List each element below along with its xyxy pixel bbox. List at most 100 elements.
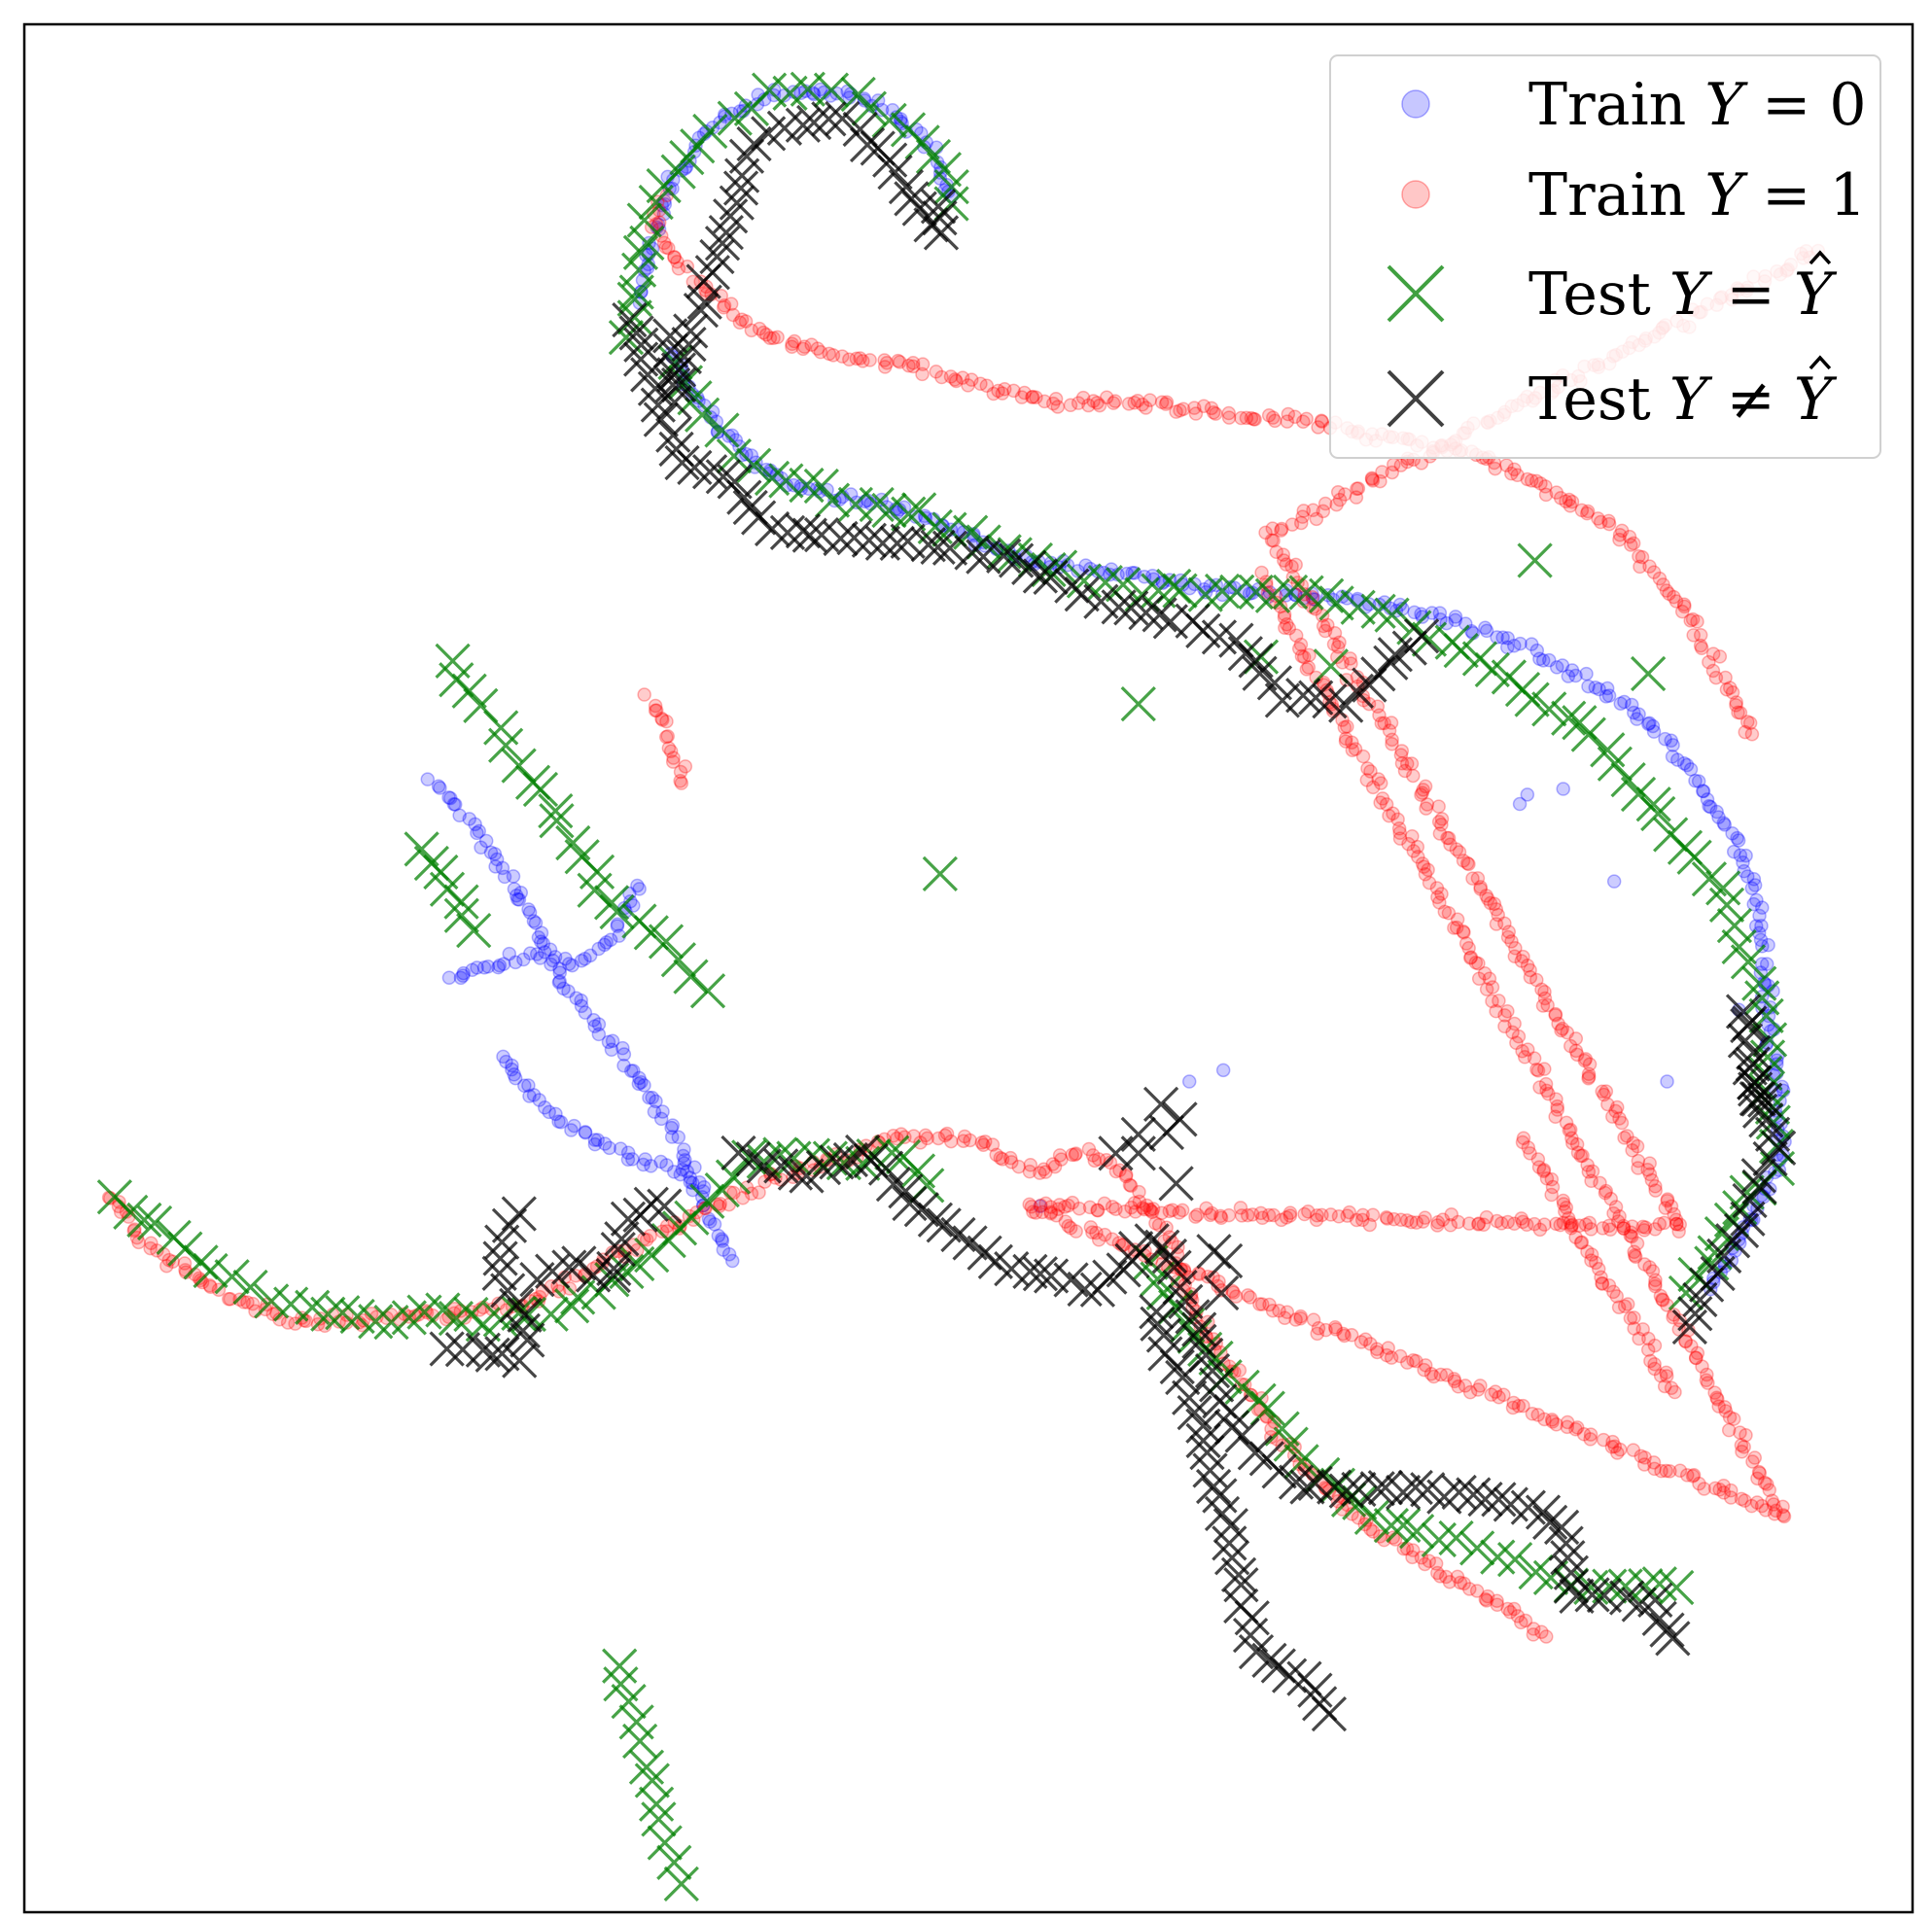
data-point [1276,547,1291,562]
data-point [1556,1193,1570,1208]
data-point [673,959,709,995]
data-point [1574,1235,1590,1250]
data-point [1562,1123,1577,1138]
data-point [1623,1228,1638,1243]
data-point [717,300,731,315]
data-point [1122,1177,1138,1193]
data-point [1261,1207,1277,1223]
data-point [1534,1624,1549,1639]
data-point [1739,1428,1753,1443]
data-point [1499,458,1514,472]
data-point [468,817,482,832]
data-point [1181,1311,1217,1347]
data-point [1641,1600,1677,1636]
data-point [1068,1147,1083,1163]
series-4 [429,100,1797,1732]
data-point [652,332,688,369]
data-point [1199,1201,1213,1216]
data-point [1262,1297,1277,1312]
data-point [894,112,908,126]
data-point [1393,1212,1409,1228]
data-point [599,893,635,930]
data-point [1213,1283,1229,1298]
data-point [129,1230,145,1245]
data-point [565,958,580,973]
data-point [144,1236,158,1250]
data-point [1264,1411,1300,1447]
data-point [768,463,804,499]
data-point [1521,1042,1535,1057]
data-point [1221,410,1237,425]
data-point [194,1274,210,1290]
data-point [711,1228,726,1243]
data-point [1532,1504,1568,1541]
data-point [539,803,575,839]
data-point [1261,408,1277,423]
data-point [1628,1249,1643,1265]
data-point [1584,1247,1599,1262]
data-point [474,840,488,855]
data-point [1507,638,1522,653]
data-point [489,852,505,867]
data-point [1535,998,1551,1013]
data-point [1256,665,1293,701]
data-point [1221,1207,1237,1223]
data-point [667,365,704,401]
data-point [556,981,571,996]
data-point [1418,1210,1432,1225]
data-point [1384,716,1399,730]
data-point [677,1142,691,1157]
data-point [1776,1509,1792,1524]
data-point [1753,932,1769,948]
data-point [1734,1491,1749,1507]
data-point [1769,1503,1783,1519]
data-point [1531,691,1567,727]
data-point [1726,1412,1741,1426]
data-point [1588,680,1603,695]
data-point [481,1255,517,1291]
legend-item-3: Test Y = Y [1387,250,1838,329]
data-point [1071,396,1086,410]
data-point [1637,1457,1652,1472]
data-point [1429,881,1445,895]
data-point [703,1214,718,1229]
data-point [626,898,641,913]
data-point [508,1070,523,1086]
data-point [979,378,995,393]
data-point [1237,1435,1273,1471]
data-point [1440,830,1455,846]
data-point [1350,1212,1364,1228]
data-point [1175,1299,1211,1335]
data-point [1712,1483,1727,1497]
data-point [1461,1216,1477,1231]
data-point [1520,787,1535,802]
data-point [1043,1204,1059,1220]
data-point [1222,579,1238,595]
data-point [1525,1494,1562,1530]
data-point [441,790,456,805]
data-point [1394,744,1410,758]
data-point [1268,588,1283,603]
data-point [131,1235,146,1250]
data-point [1022,1256,1059,1292]
data-point [1207,1242,1244,1279]
data-point [1341,1471,1377,1508]
data-point [859,486,895,523]
data-point [1098,1135,1134,1171]
data-point [1443,1218,1458,1233]
data-point [638,184,674,221]
data-point [626,202,662,238]
data-point [1537,1412,1552,1427]
data-point [1559,494,1573,508]
data-point [1610,1214,1626,1229]
data-point [1614,523,1630,539]
data-point [1711,1399,1726,1414]
data-point [1624,538,1638,552]
data-point [1382,723,1397,738]
data-point [1749,1495,1765,1510]
data-point [1282,620,1297,636]
data-point [1745,1454,1760,1469]
data-point [569,991,583,1006]
data-point [1337,1328,1352,1344]
data-point [647,1825,683,1861]
